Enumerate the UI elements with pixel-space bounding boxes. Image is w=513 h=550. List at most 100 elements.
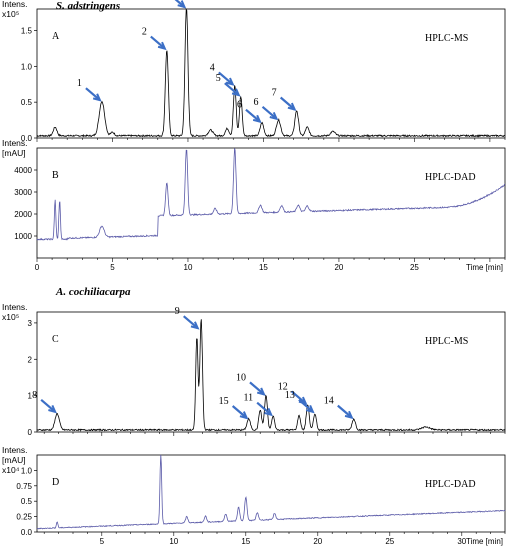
peak-number: 7: [272, 87, 277, 98]
peak-number: 13: [285, 390, 295, 401]
y-tick-label: 1.5: [21, 27, 33, 36]
annotation-arrowhead: [225, 77, 235, 86]
y-tick-label: 3: [28, 319, 33, 328]
annotation-arrow: [245, 108, 261, 123]
annotation-arrowhead: [264, 407, 273, 417]
y-tick-label: 0.75: [16, 482, 32, 491]
annotation-arrow: [150, 35, 166, 50]
peak-number: 11: [244, 393, 254, 404]
chromatogram-trace: [36, 319, 506, 432]
plot-frame: [36, 8, 506, 139]
annotation-arrowhead: [48, 405, 57, 414]
peak-number: 15: [219, 396, 229, 407]
peak-number: 9: [175, 306, 180, 317]
chart-panel-A: S. adstringens Intens.x10⁵ 0.0 0.5 1.0 1.5 A HP…: [2, 0, 506, 143]
annotation-arrow: [291, 390, 307, 405]
section-title: A. cochiliacarpa: [55, 286, 131, 298]
y-tick-label: 4000: [14, 166, 32, 175]
y-tick-label: 1.0: [21, 62, 33, 71]
peak-number: 5: [216, 73, 221, 84]
y-tick-label: 0.5: [21, 98, 33, 107]
peak-number: 10: [236, 372, 246, 383]
annotation-arrowhead: [287, 102, 297, 111]
y-unit-exponent: x10⁵: [2, 312, 19, 322]
peak-number: 1: [77, 78, 82, 89]
method-label: HPLC-MS: [425, 33, 468, 44]
method-label: HPLC-DAD: [425, 172, 476, 183]
peak-number: 8: [32, 390, 37, 401]
y-tick-label: 1: [28, 392, 33, 401]
annotation-arrow: [224, 82, 240, 96]
annotation-arrowhead: [252, 114, 262, 124]
annotation-arrow: [261, 105, 278, 120]
y-unit-exponent-2: x10⁴: [2, 465, 20, 475]
y-unit-label: Intens.: [2, 0, 28, 9]
annotation-arrow: [85, 87, 101, 102]
annotation-arrow: [249, 381, 265, 396]
y-unit-exponent: [mAU]: [2, 455, 26, 465]
method-label: HPLC-DAD: [425, 479, 476, 490]
chromatogram-trace: [36, 8, 506, 138]
annotation-arrow: [337, 404, 353, 419]
x-tick-label: 0: [35, 263, 40, 272]
y-tick-label: 1000: [14, 232, 32, 241]
annotation-arrow: [279, 96, 296, 111]
peak-number: 14: [324, 396, 334, 407]
panel-letter: C: [52, 334, 59, 345]
y-tick-label: 0: [28, 428, 33, 437]
annotation-arrow: [256, 401, 272, 416]
y-tick-label: 1.0: [21, 466, 33, 475]
x-tick-label: 30: [457, 537, 466, 546]
annotation-arrowhead: [256, 387, 266, 396]
y-tick-label: 0.0: [21, 134, 33, 143]
section-title: S. adstringens: [56, 0, 120, 12]
peak-number: 4: [210, 62, 215, 73]
plot-frame: [36, 454, 506, 533]
y-tick-label: 2000: [14, 210, 32, 219]
y-tick-label: 0.5: [21, 497, 33, 506]
y-tick-label: 0.25: [16, 513, 32, 522]
y-unit-label: Intens.: [2, 445, 28, 455]
x-tick-label: 25: [410, 263, 419, 272]
annotation-arrowhead: [239, 411, 249, 420]
chart-panel-B: Intens.[mAU] 1000 2000 3000 4000 0 5 10 15 20 25 Ti…: [2, 138, 506, 272]
plot-frame: [36, 311, 506, 433]
plot-frame: [36, 147, 506, 259]
panel-letter: B: [52, 170, 59, 181]
annotation-arrowhead: [344, 410, 354, 420]
chromatogram-trace: [36, 454, 506, 530]
peak-number: 2: [142, 27, 147, 38]
y-unit-exponent: [mAU]: [2, 148, 26, 158]
x-tick-label: 15: [259, 263, 268, 272]
annotation-arrowhead: [190, 321, 200, 330]
y-tick-label: 0.0: [21, 528, 33, 537]
annotation-arrow: [298, 398, 314, 413]
x-tick-label: 5: [110, 263, 115, 272]
method-label: HPLC-MS: [425, 336, 468, 347]
annotation-arrowhead: [231, 88, 241, 97]
chromatogram-trace: [36, 148, 506, 241]
panel-letter: D: [52, 477, 59, 488]
annotation-arrow: [174, 0, 186, 8]
y-unit-exponent: x10⁵: [2, 9, 19, 19]
x-tick-label: 10: [169, 537, 178, 546]
annotation-arrow: [231, 405, 248, 419]
x-tick-label: 5: [100, 537, 105, 546]
panel-letter: A: [52, 31, 60, 42]
x-tick-label: 20: [313, 537, 322, 546]
y-tick-label: 2: [28, 355, 33, 364]
y-unit-label: Intens.: [2, 138, 28, 148]
chart-panel-D: Intens.[mAU]x10⁴ 0.0 0.25 0.5 0.75 1.0 5 10 15 20…: [2, 445, 506, 546]
annotation-arrowhead: [157, 41, 167, 51]
x-tick-label: 15: [241, 537, 250, 546]
peak-number: 6: [237, 100, 242, 111]
x-unit-label: Time [min]: [466, 537, 503, 546]
x-tick-label: 10: [184, 263, 193, 272]
x-unit-label: Time [min]: [466, 263, 503, 272]
y-tick-label: 3000: [14, 188, 32, 197]
annotation-arrowhead: [92, 93, 102, 102]
annotation-arrowhead: [269, 111, 279, 121]
x-tick-label: 25: [385, 537, 394, 546]
